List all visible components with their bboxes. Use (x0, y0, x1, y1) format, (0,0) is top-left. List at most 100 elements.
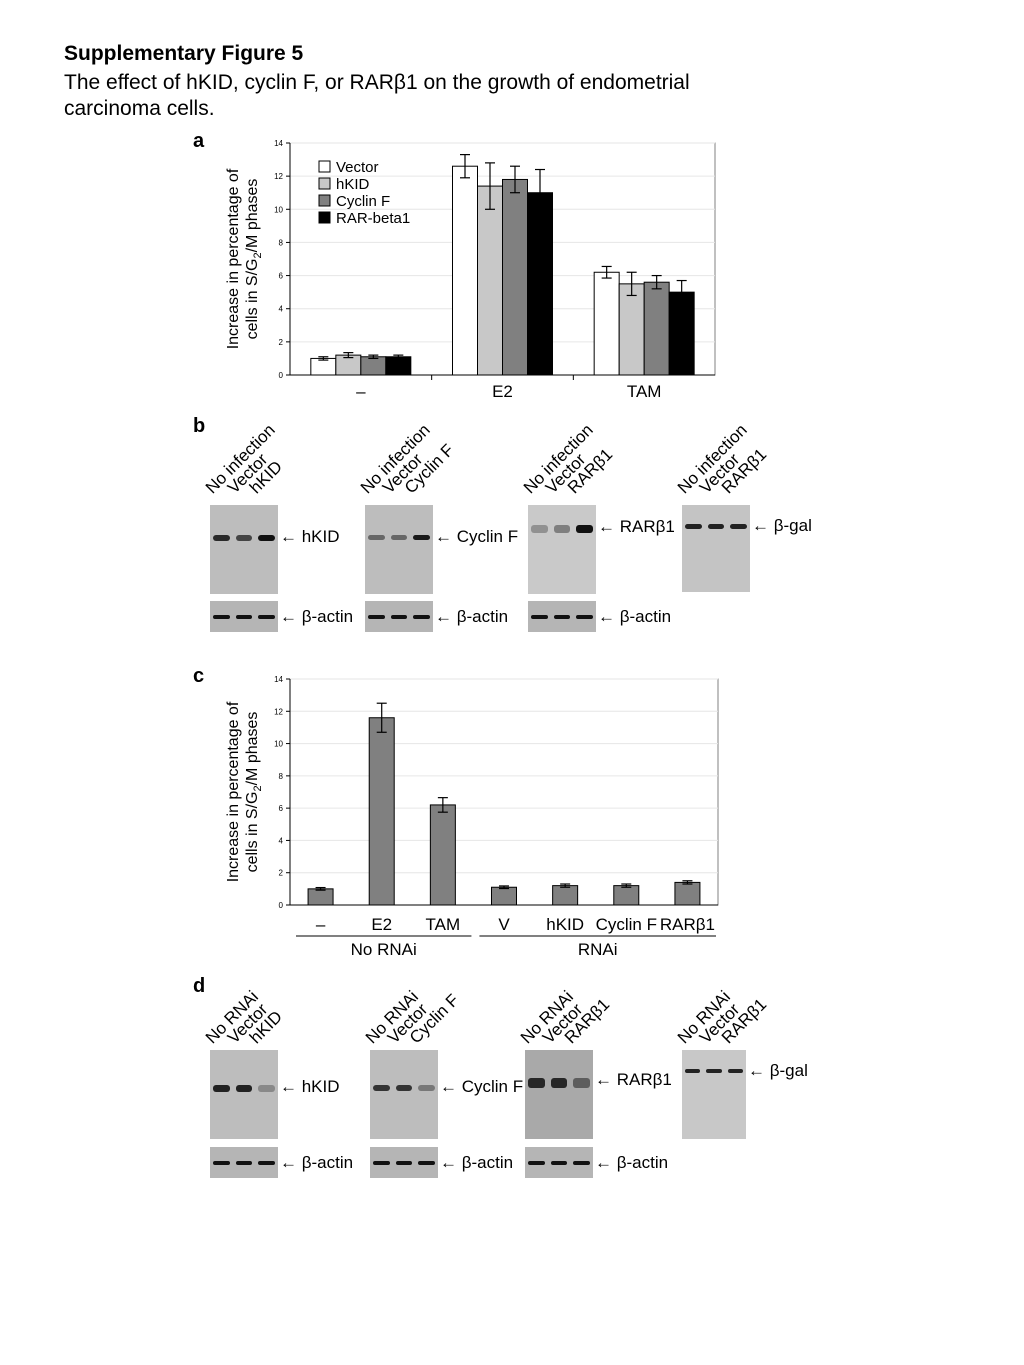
bar (429, 804, 456, 906)
chart-a: 0 2 4 6 8 10 12 14 Increase in percentage of cell… (225, 139, 716, 401)
panel-label-c: c (193, 665, 205, 687)
blot-loading-label: ← β-actin (280, 606, 354, 626)
western-blot-main (682, 1050, 746, 1139)
group-label: RNAi (578, 940, 618, 959)
y-tick-label: 10 (274, 205, 283, 214)
y-axis-label-line2: cells in S/G2/M phases (244, 712, 264, 873)
group-label: No RNAi (351, 940, 417, 959)
bar (491, 886, 517, 906)
western-blot-loading (210, 1147, 278, 1178)
blot-band (390, 535, 408, 540)
y-tick-label: 10 (274, 740, 283, 749)
blot-target-label: ← β-gal (748, 1061, 808, 1080)
y-tick-label: 2 (279, 338, 284, 347)
y-axis-label: Increase in percentage of cells in S/G2/M… (225, 701, 264, 882)
plot-frame (289, 678, 719, 906)
blot-band (373, 1160, 390, 1165)
panel-label-a: a (193, 130, 205, 152)
bar (527, 192, 553, 376)
y-axis-label: Increase in percentage of cells in S/G2/M… (225, 168, 264, 349)
blot-band (390, 614, 408, 619)
blot-band (368, 535, 385, 540)
blot-band (531, 525, 548, 533)
western-blot-main (525, 1050, 593, 1139)
y-tick-label: 14 (274, 675, 283, 684)
y-axis-label-line1: Increase in percentage of (225, 701, 242, 882)
bar (643, 281, 670, 376)
blot-band (553, 614, 571, 619)
blot-band (258, 535, 275, 541)
x-tick-label: Cyclin F (596, 915, 657, 934)
blot-band (213, 1085, 230, 1092)
blot-band (258, 1085, 275, 1092)
blot-band (235, 1160, 253, 1165)
blot-band (213, 1160, 230, 1165)
legend-swatch (318, 177, 331, 190)
western-blot-main (370, 1050, 438, 1139)
x-tick-label: E2 (492, 382, 513, 401)
blot-band (707, 524, 725, 529)
blot-band (550, 1160, 568, 1165)
legend-label: RAR-beta1 (336, 210, 410, 227)
legend-label: hKID (336, 176, 370, 193)
blot-band (576, 525, 593, 533)
blot-band (531, 614, 548, 619)
caption-line-1: The effect of hKID, cyclin F, or RARβ1 o… (64, 71, 690, 94)
chart-c: 0 2 4 6 8 10 12 14 Increase in percentage of cell… (225, 675, 719, 959)
blot-band (685, 524, 702, 529)
blot-band (706, 1069, 722, 1073)
bar (477, 185, 503, 376)
bar (674, 881, 701, 906)
blot-target-label: ← β-gal (752, 516, 812, 535)
blot-band (213, 535, 230, 541)
blot-target-label: ← hKID (280, 1077, 340, 1096)
y-tick-label: 2 (279, 869, 284, 878)
blot-loading-label: ← β-actin (598, 606, 672, 626)
western-blot-main (528, 505, 596, 594)
blot-band (685, 1069, 701, 1073)
blot-band (727, 1069, 743, 1073)
blot-band (730, 524, 747, 529)
y-tick-label: 8 (279, 772, 284, 781)
blot-target-label: ← RARβ1 (598, 517, 675, 536)
blot-band (573, 1160, 590, 1165)
bar (618, 283, 645, 376)
blot-target-label: ← Cyclin F (440, 1077, 524, 1096)
bar (452, 165, 478, 376)
y-tick-label: 6 (279, 272, 284, 281)
western-blot-main (682, 505, 750, 592)
x-tick-label: TAM (627, 382, 662, 401)
panel-label-d: d (193, 975, 206, 997)
x-tick-label: hKID (546, 915, 584, 934)
y-tick-label: 4 (279, 836, 284, 845)
western-blot-main (210, 505, 278, 594)
blot-band (528, 1160, 545, 1165)
y-tick-label: 8 (279, 238, 284, 247)
legend-swatch (318, 160, 331, 173)
blot-band (235, 1085, 253, 1092)
blot-band (235, 614, 253, 619)
blot-loading-label: ← β-actin (280, 1152, 354, 1172)
bar (368, 717, 395, 906)
blot-target-label: ← Cyclin F (435, 527, 519, 546)
blot-band (550, 1078, 568, 1088)
blot-band (235, 535, 253, 541)
blot-band (528, 1078, 545, 1088)
blot-band (576, 614, 593, 619)
legend-label: Vector (336, 159, 379, 176)
y-tick-label: 12 (274, 707, 283, 716)
y-tick-label: 6 (279, 804, 284, 813)
blot-band (573, 1078, 590, 1088)
y-tick-label: 14 (274, 139, 283, 148)
y-tick-label: 0 (279, 371, 284, 380)
x-tick-label: – (316, 915, 326, 934)
blot-band (418, 1085, 435, 1091)
blot-band (395, 1085, 413, 1091)
y-tick-label: 4 (279, 305, 284, 314)
western-blot-main (365, 505, 433, 594)
y-tick-label: 12 (274, 172, 283, 181)
blot-loading-label: ← β-actin (435, 606, 509, 626)
bar (552, 885, 579, 906)
western-blot-loading (210, 601, 278, 632)
blot-band (413, 535, 430, 540)
